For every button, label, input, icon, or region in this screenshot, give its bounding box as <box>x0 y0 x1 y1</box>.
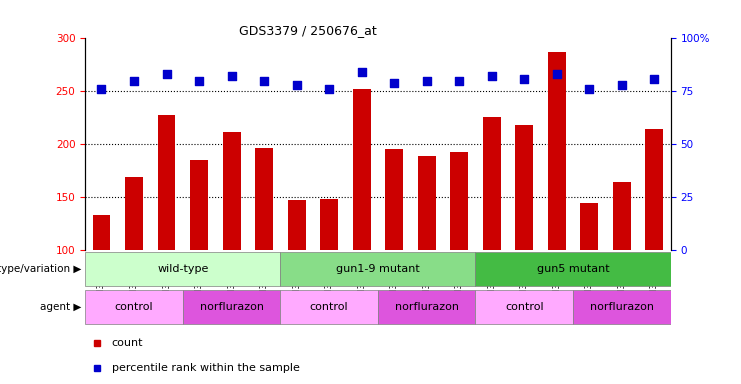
Bar <box>515 125 534 355</box>
Bar <box>476 252 671 286</box>
Point <box>128 78 140 84</box>
Text: wild-type: wild-type <box>157 264 208 274</box>
Text: GSM323092: GSM323092 <box>650 253 659 308</box>
Text: GSM323080: GSM323080 <box>259 253 268 308</box>
Point <box>323 86 335 92</box>
Text: norflurazon: norflurazon <box>199 302 264 312</box>
Point <box>486 73 498 79</box>
Bar <box>418 156 436 355</box>
Bar <box>158 116 176 355</box>
Bar <box>280 252 476 286</box>
Point <box>453 78 465 84</box>
Point <box>421 78 433 84</box>
Text: GSM323091: GSM323091 <box>617 253 626 308</box>
Text: genotype/variation ▶: genotype/variation ▶ <box>0 264 82 274</box>
Text: control: control <box>505 302 544 312</box>
Bar <box>580 203 598 355</box>
Text: GSM323084: GSM323084 <box>390 253 399 308</box>
Text: GSM323079: GSM323079 <box>227 253 236 308</box>
Point <box>648 76 660 82</box>
Bar <box>125 177 143 355</box>
Text: norflurazon: norflurazon <box>590 302 654 312</box>
Bar <box>483 117 501 355</box>
Text: GSM323083: GSM323083 <box>357 253 366 308</box>
Bar <box>190 160 208 355</box>
Text: GSM323075: GSM323075 <box>97 253 106 308</box>
Bar <box>353 89 370 355</box>
Text: count: count <box>112 338 143 348</box>
Bar <box>288 200 305 355</box>
Point <box>518 76 530 82</box>
Point <box>290 82 302 88</box>
Bar <box>385 149 403 355</box>
Point <box>616 82 628 88</box>
Bar <box>222 132 241 355</box>
Text: GSM323088: GSM323088 <box>519 253 529 308</box>
Bar <box>476 290 573 324</box>
Bar <box>378 290 476 324</box>
Text: GSM323082: GSM323082 <box>325 253 333 308</box>
Text: GSM323086: GSM323086 <box>455 253 464 308</box>
Bar <box>85 252 280 286</box>
Text: GSM323090: GSM323090 <box>585 253 594 308</box>
Point <box>356 69 368 75</box>
Point <box>193 78 205 84</box>
Text: GSM323077: GSM323077 <box>162 253 171 308</box>
Bar <box>280 290 378 324</box>
Text: GSM323081: GSM323081 <box>292 253 301 308</box>
Bar <box>93 215 110 355</box>
Text: GSM323076: GSM323076 <box>130 253 139 308</box>
Point <box>583 86 595 92</box>
Bar <box>320 199 338 355</box>
Bar <box>613 182 631 355</box>
Point <box>161 71 173 78</box>
Bar <box>255 148 273 355</box>
Text: norflurazon: norflurazon <box>395 302 459 312</box>
Bar <box>183 290 280 324</box>
Text: control: control <box>115 302 153 312</box>
Bar <box>573 290 671 324</box>
Text: GSM323087: GSM323087 <box>488 253 496 308</box>
Text: agent ▶: agent ▶ <box>40 302 82 312</box>
Point <box>258 78 270 84</box>
Bar <box>548 52 565 355</box>
Text: GSM323078: GSM323078 <box>195 253 204 308</box>
Text: GSM323085: GSM323085 <box>422 253 431 308</box>
Bar <box>85 290 183 324</box>
Text: gun5 mutant: gun5 mutant <box>536 264 609 274</box>
Point <box>388 80 400 86</box>
Point <box>551 71 562 78</box>
Text: percentile rank within the sample: percentile rank within the sample <box>112 362 299 373</box>
Text: GSM323089: GSM323089 <box>552 253 561 308</box>
Title: GDS3379 / 250676_at: GDS3379 / 250676_at <box>239 24 376 37</box>
Point <box>225 73 237 79</box>
Text: gun1-9 mutant: gun1-9 mutant <box>336 264 420 274</box>
Text: control: control <box>310 302 348 312</box>
Point <box>96 86 107 92</box>
Bar <box>645 129 663 355</box>
Bar <box>451 152 468 355</box>
